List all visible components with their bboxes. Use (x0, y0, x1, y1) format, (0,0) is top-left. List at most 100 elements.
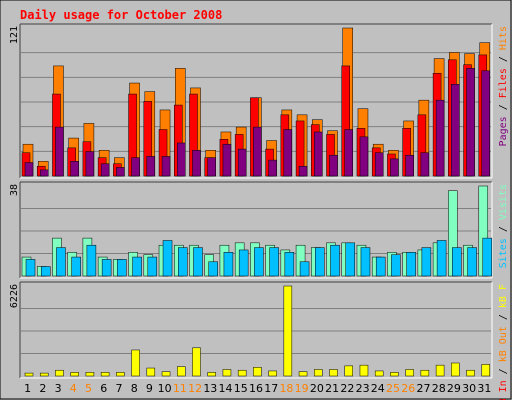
bar-pages-day-16 (253, 126, 262, 177)
day-label-11: 11 (173, 382, 187, 395)
bar-sites-day-19 (299, 261, 310, 277)
bar-pages-day-30 (466, 68, 475, 177)
bar-sites-day-3 (56, 247, 66, 277)
bar-kb-f-day-27 (420, 369, 430, 377)
bar-sites-day-21 (330, 244, 340, 277)
legend-entry: Sites (498, 238, 509, 268)
bar-sites-day-17 (269, 247, 279, 277)
bar-sites-day-23 (360, 247, 371, 277)
legend-entry: kB In (498, 380, 509, 400)
bar-kb-f-day-21 (329, 369, 338, 377)
bar-kb-f-day-16 (253, 367, 262, 377)
bar-sites-day-13 (208, 261, 218, 277)
legend-entry: kB F (498, 284, 509, 308)
legend-entry: / (498, 362, 509, 380)
panel-legend: Sites / Visits (498, 184, 509, 268)
bar-kb-f-day-6 (100, 372, 110, 377)
bar-kb-f-day-26 (405, 369, 414, 377)
bar-kb-f-day-31 (481, 364, 491, 377)
bar-kb-f-day-2 (39, 372, 49, 377)
day-label-25: 25 (386, 382, 400, 395)
bar-kb-f-day-18 (283, 285, 293, 377)
day-label-27: 27 (416, 382, 430, 395)
panel-top: 121 Pages / Files / Hits (9, 23, 509, 179)
bar-pages-day-18 (283, 129, 293, 177)
bar-sites-day-16 (254, 247, 264, 277)
bar-kb-f-day-13 (207, 372, 216, 377)
bar-pages-day-8 (131, 157, 140, 177)
bar-sites-day-12 (193, 247, 203, 277)
bar-sites-day-18 (284, 252, 295, 277)
bar-pages-day-3 (55, 126, 64, 177)
bar-kb-f-day-24 (374, 370, 384, 377)
legend-entry: Pages (498, 116, 509, 146)
bar-pages-day-5 (85, 151, 95, 177)
bar-pages-day-19 (298, 165, 308, 177)
bar-sites-day-9 (147, 256, 158, 277)
bar-kb-f-day-9 (146, 367, 156, 377)
bar-kb-f-day-30 (466, 369, 475, 377)
y-max-label: 38 (9, 184, 20, 196)
day-label-31: 31 (477, 382, 491, 395)
bar-sites-day-29 (452, 247, 462, 277)
bar-sites-day-20 (315, 247, 325, 277)
day-label-21: 21 (325, 382, 339, 395)
bar-sites-day-8 (132, 256, 142, 277)
bar-pages-day-31 (481, 70, 491, 177)
day-label-4: 4 (70, 382, 77, 395)
bar-kb-f-day-29 (451, 362, 460, 377)
bar-pages-day-15 (237, 148, 247, 177)
day-label-5: 5 (85, 382, 92, 395)
day-label-24: 24 (371, 382, 385, 395)
day-label-26: 26 (401, 382, 415, 395)
bar-kb-f-day-14 (222, 369, 232, 377)
bar-sites-day-31 (482, 237, 493, 277)
bar-sites-day-14 (223, 252, 234, 277)
bar-sites-day-26 (406, 252, 416, 277)
panel-legend: kB In / kB Out / kB F (498, 284, 509, 400)
day-label-30: 30 (462, 382, 476, 395)
bar-sites-day-15 (238, 249, 249, 277)
bar-kb-f-day-7 (116, 372, 125, 377)
day-label-1: 1 (24, 382, 31, 395)
day-label-20: 20 (310, 382, 324, 395)
day-label-10: 10 (158, 382, 172, 395)
bar-kb-f-day-4 (70, 372, 79, 377)
y-max-label: 121 (9, 26, 20, 44)
bar-kb-f-day-12 (192, 347, 201, 377)
legend-entry: / (498, 308, 509, 326)
bar-sites-day-7 (117, 259, 127, 277)
bar-pages-day-29 (451, 84, 460, 177)
day-labels: 1 2 3 4 5 6 7 8 9 10 11 12 13 14 15 16 17 18 19 20 21 22 23 24 2… (24, 382, 491, 395)
bar-sites-day-2 (40, 266, 51, 277)
panel-background (20, 282, 492, 378)
day-label-8: 8 (131, 382, 138, 395)
bar-kb-f-day-22 (344, 365, 353, 377)
day-label-9: 9 (146, 382, 153, 395)
legend-entry: kB Out (498, 326, 509, 362)
panel-legend: Pages / Files / Hits (498, 26, 509, 146)
day-label-19: 19 (295, 382, 309, 395)
bar-sites-day-11 (178, 247, 188, 277)
legend-entry: / (498, 98, 509, 116)
bar-pages-day-13 (207, 157, 216, 177)
day-label-14: 14 (219, 382, 233, 395)
bar-kb-f-day-20 (314, 369, 323, 377)
bar-kb-f-day-5 (85, 372, 95, 377)
bar-pages-day-2 (39, 169, 49, 177)
legend-entry: Hits (498, 26, 509, 50)
legend-entry: / (498, 50, 509, 68)
day-label-18: 18 (279, 382, 293, 395)
bar-sites-day-4 (71, 256, 81, 277)
bar-pages-day-12 (192, 150, 201, 177)
bar-pages-day-11 (177, 142, 186, 177)
legend-entry: / (498, 220, 509, 238)
day-label-28: 28 (432, 382, 446, 395)
bar-pages-day-7 (116, 167, 125, 177)
bar-kb-f-day-3 (55, 369, 64, 377)
bar-kb-f-day-23 (359, 364, 369, 377)
bar-sites-day-28 (436, 240, 447, 277)
